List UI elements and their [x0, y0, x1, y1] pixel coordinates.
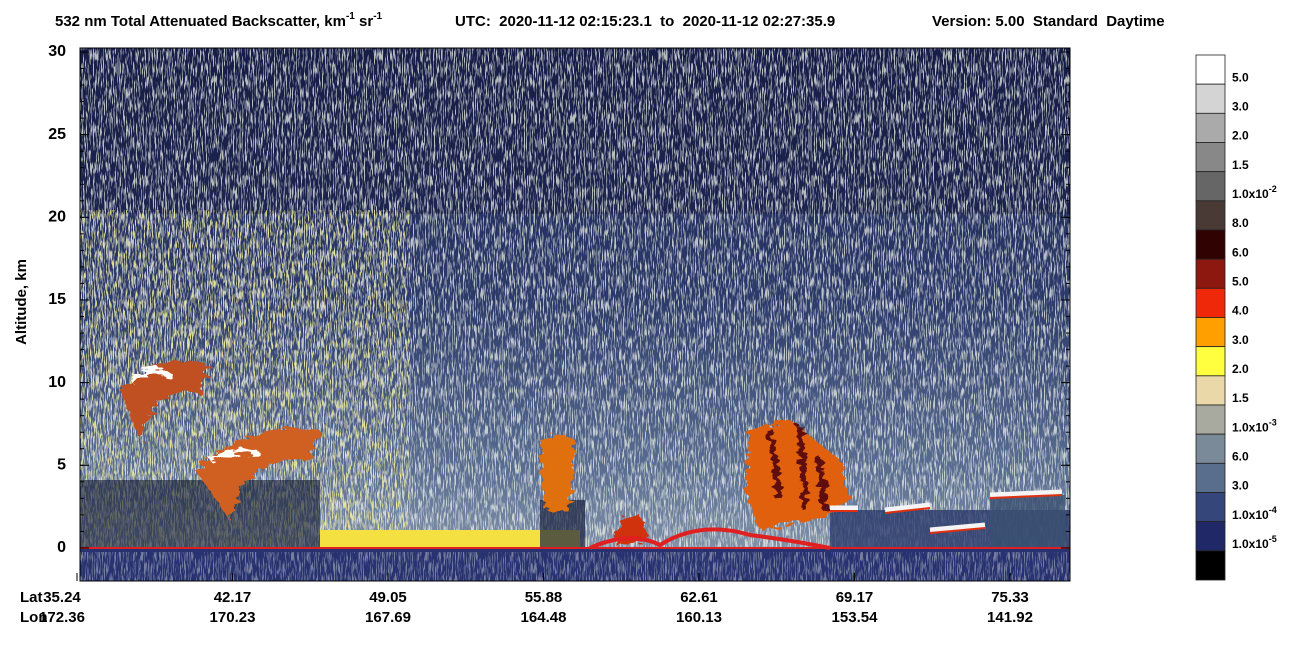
colorbar-label: 6.0 [1232, 450, 1249, 464]
lon-label: Lon [20, 609, 48, 626]
colorbar-label: 4.0 [1232, 304, 1249, 318]
lat-tick-label: 75.33 [991, 589, 1029, 606]
colorbar-label-text: 5.0 [1232, 275, 1249, 289]
lon-tick-label: 170.23 [210, 609, 256, 626]
lat-tick-label: 42.17 [214, 589, 252, 606]
colorbar-swatch [1195, 521, 1226, 552]
lon-tick-label: 172.36 [39, 609, 85, 626]
lon-tick-label: 153.54 [832, 609, 879, 626]
colorbar-swatch [1195, 550, 1226, 581]
y-tick-label: 20 [48, 209, 66, 226]
colorbar-label-text: 3.0 [1232, 333, 1249, 347]
colorbar-label-text: 4.0 [1232, 304, 1249, 318]
colorbar-swatch [1195, 142, 1226, 173]
colorbar-label: 5.0 [1232, 275, 1249, 289]
colorbar-label-text: 6.0 [1232, 246, 1249, 260]
colorbar-label: 1.0x10-2 [1232, 184, 1277, 201]
colorbar-label: 3.0 [1232, 479, 1249, 493]
colorbar-label-exp: -4 [1269, 505, 1277, 515]
colorbar-swatch [1195, 171, 1226, 202]
lon-tick-label: 141.92 [987, 609, 1033, 626]
lon-tick-label: 164.48 [521, 609, 567, 626]
chart-title: 532 nm Total Attenuated Backscatter, km-… [55, 11, 383, 30]
colorbar-label: 1.0x10-3 [1232, 418, 1277, 435]
backscatter-image [80, 48, 1070, 581]
colorbar-label-text: 3.0 [1232, 479, 1249, 493]
colorbar-label-text: 1.0x10 [1232, 187, 1269, 201]
y-tick-label: 0 [57, 539, 66, 556]
lat-tick-label: 49.05 [369, 589, 407, 606]
lat-label: Lat [20, 589, 43, 606]
lon-tick-label: 167.69 [365, 609, 411, 626]
colorbar-label-text: 1.5 [1232, 391, 1249, 405]
y-axis-label: Altitude, km [13, 259, 30, 345]
colorbar-swatch [1195, 433, 1226, 464]
lat-tick-label: 55.88 [525, 589, 563, 606]
colorbar-label: 8.0 [1232, 216, 1249, 230]
colorbar-label-text: 6.0 [1232, 450, 1249, 464]
colorbar-label: 2.0 [1232, 362, 1249, 376]
y-tick-label: 25 [48, 126, 66, 143]
colorbar-label: 1.0x10-5 [1232, 534, 1277, 551]
colorbar-swatch [1195, 83, 1226, 114]
colorbar-swatch [1195, 229, 1226, 260]
version: Version: 5.00 Standard Daytime [932, 13, 1165, 30]
colorbar-label-text: 3.0 [1232, 100, 1249, 114]
colorbar-label-text: 5.0 [1232, 71, 1249, 85]
colorbar-swatch [1195, 404, 1226, 435]
y-tick-label: 30 [48, 43, 66, 60]
lon-tick-label: 160.13 [676, 609, 722, 626]
colorbar-label-text: 2.0 [1232, 129, 1249, 143]
colorbar-swatch [1195, 200, 1226, 231]
y-tick-label: 5 [57, 457, 66, 474]
colorbar-label-exp: -2 [1269, 184, 1277, 194]
colorbar-label: 1.5 [1232, 391, 1249, 405]
colorbar-label-text: 1.5 [1232, 158, 1249, 172]
colorbar-swatch [1195, 462, 1226, 493]
colorbar-label: 3.0 [1232, 100, 1249, 114]
colorbar-label-exp: -3 [1269, 418, 1277, 428]
lat-tick-label: 62.61 [680, 589, 718, 606]
colorbar-label-text: 1.0x10 [1232, 537, 1269, 551]
lat-tick-label: 35.24 [43, 589, 81, 606]
y-tick-label: 15 [48, 291, 66, 308]
colorbar-swatch [1195, 287, 1226, 318]
colorbar-label-exp: -5 [1269, 534, 1277, 544]
colorbar-swatch [1195, 258, 1226, 289]
colorbar-swatch [1195, 112, 1226, 143]
colorbar-label: 3.0 [1232, 333, 1249, 347]
plot-frame [79, 47, 1071, 582]
colorbar-label: 1.0x10-4 [1232, 505, 1277, 522]
colorbar-swatch [1195, 375, 1226, 406]
colorbar-label: 6.0 [1232, 246, 1249, 260]
utc-range: UTC: 2020-11-12 02:15:23.1 to 2020-11-12… [455, 13, 835, 30]
colorbar-label: 5.0 [1232, 71, 1249, 85]
colorbar-swatch [1195, 317, 1226, 348]
colorbar-label-text: 1.0x10 [1232, 508, 1269, 522]
lat-tick-label: 69.17 [836, 589, 874, 606]
colorbar-label-text: 1.0x10 [1232, 421, 1269, 435]
colorbar-swatch [1195, 492, 1226, 523]
colorbar-label-text: 2.0 [1232, 362, 1249, 376]
y-tick-label: 10 [48, 374, 66, 391]
colorbar-label: 2.0 [1232, 129, 1249, 143]
colorbar-label-text: 8.0 [1232, 216, 1249, 230]
colorbar-swatch [1195, 54, 1226, 85]
colorbar-label: 1.5 [1232, 158, 1249, 172]
colorbar-swatch [1195, 346, 1226, 377]
